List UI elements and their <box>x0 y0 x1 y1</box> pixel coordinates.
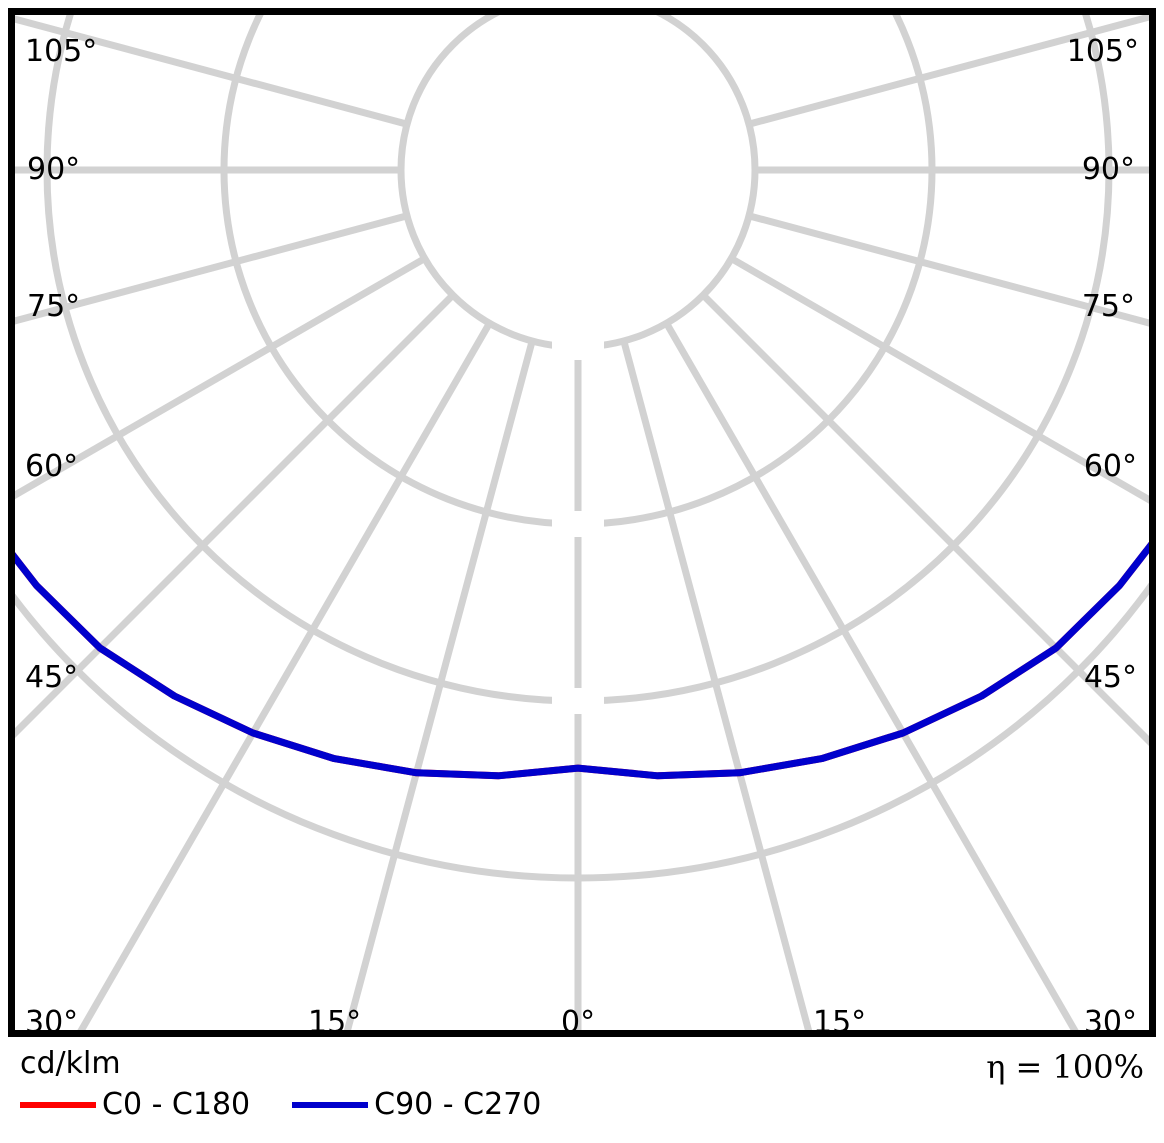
legend-entry-c90-c270: C90 - C270 <box>292 1090 541 1120</box>
angle-label-right-105: 105° <box>1066 34 1139 69</box>
efficiency-label: η = 100% <box>986 1048 1144 1086</box>
angle-label-left-75: 75° <box>27 289 81 324</box>
angle-label-right-75: 75° <box>1081 289 1135 324</box>
angle-label-bottom-right-15: 15° <box>813 1005 867 1037</box>
legend-swatch-c90-c270 <box>292 1102 369 1108</box>
distribution-curves <box>15 541 1149 780</box>
angle-label-right-90: 90° <box>1081 152 1135 187</box>
angle-label-right-45: 45° <box>1083 660 1137 695</box>
plot-frame: 105° 90° 75° 60° 45° 30° 105° 90° 75° 60… <box>8 8 1156 1037</box>
angle-label-right-30: 30° <box>1083 1005 1137 1037</box>
chart-footer: cd/klm η = 100% C0 - C180 C90 - C270 <box>8 1044 1156 1135</box>
curve-c0-c180 <box>15 541 1149 780</box>
legend-swatch-c0-c180 <box>20 1102 96 1108</box>
curve-c90-c270 <box>15 541 1149 780</box>
legend-entry-c0-c180: C0 - C180 <box>20 1090 250 1120</box>
angle-label-right-60: 60° <box>1083 449 1137 484</box>
angle-label-bottom-0: 0° <box>561 1005 596 1037</box>
angle-label-left-90: 90° <box>27 152 81 187</box>
angle-label-left-45: 45° <box>25 660 79 695</box>
legend-label-c0-c180: C0 - C180 <box>102 1087 251 1122</box>
units-label: cd/klm <box>20 1046 121 1081</box>
polar-grid-and-curves <box>15 15 1149 1030</box>
angle-label-bottom-left-15: 15° <box>308 1005 362 1037</box>
legend-label-c90-c270: C90 - C270 <box>374 1087 542 1122</box>
polar-grid <box>15 15 1149 1030</box>
angle-label-left-60: 60° <box>25 449 79 484</box>
angle-label-left-30: 30° <box>25 1005 79 1037</box>
angle-label-left-105: 105° <box>25 34 98 69</box>
legend: C0 - C180 C90 - C270 <box>20 1090 541 1120</box>
